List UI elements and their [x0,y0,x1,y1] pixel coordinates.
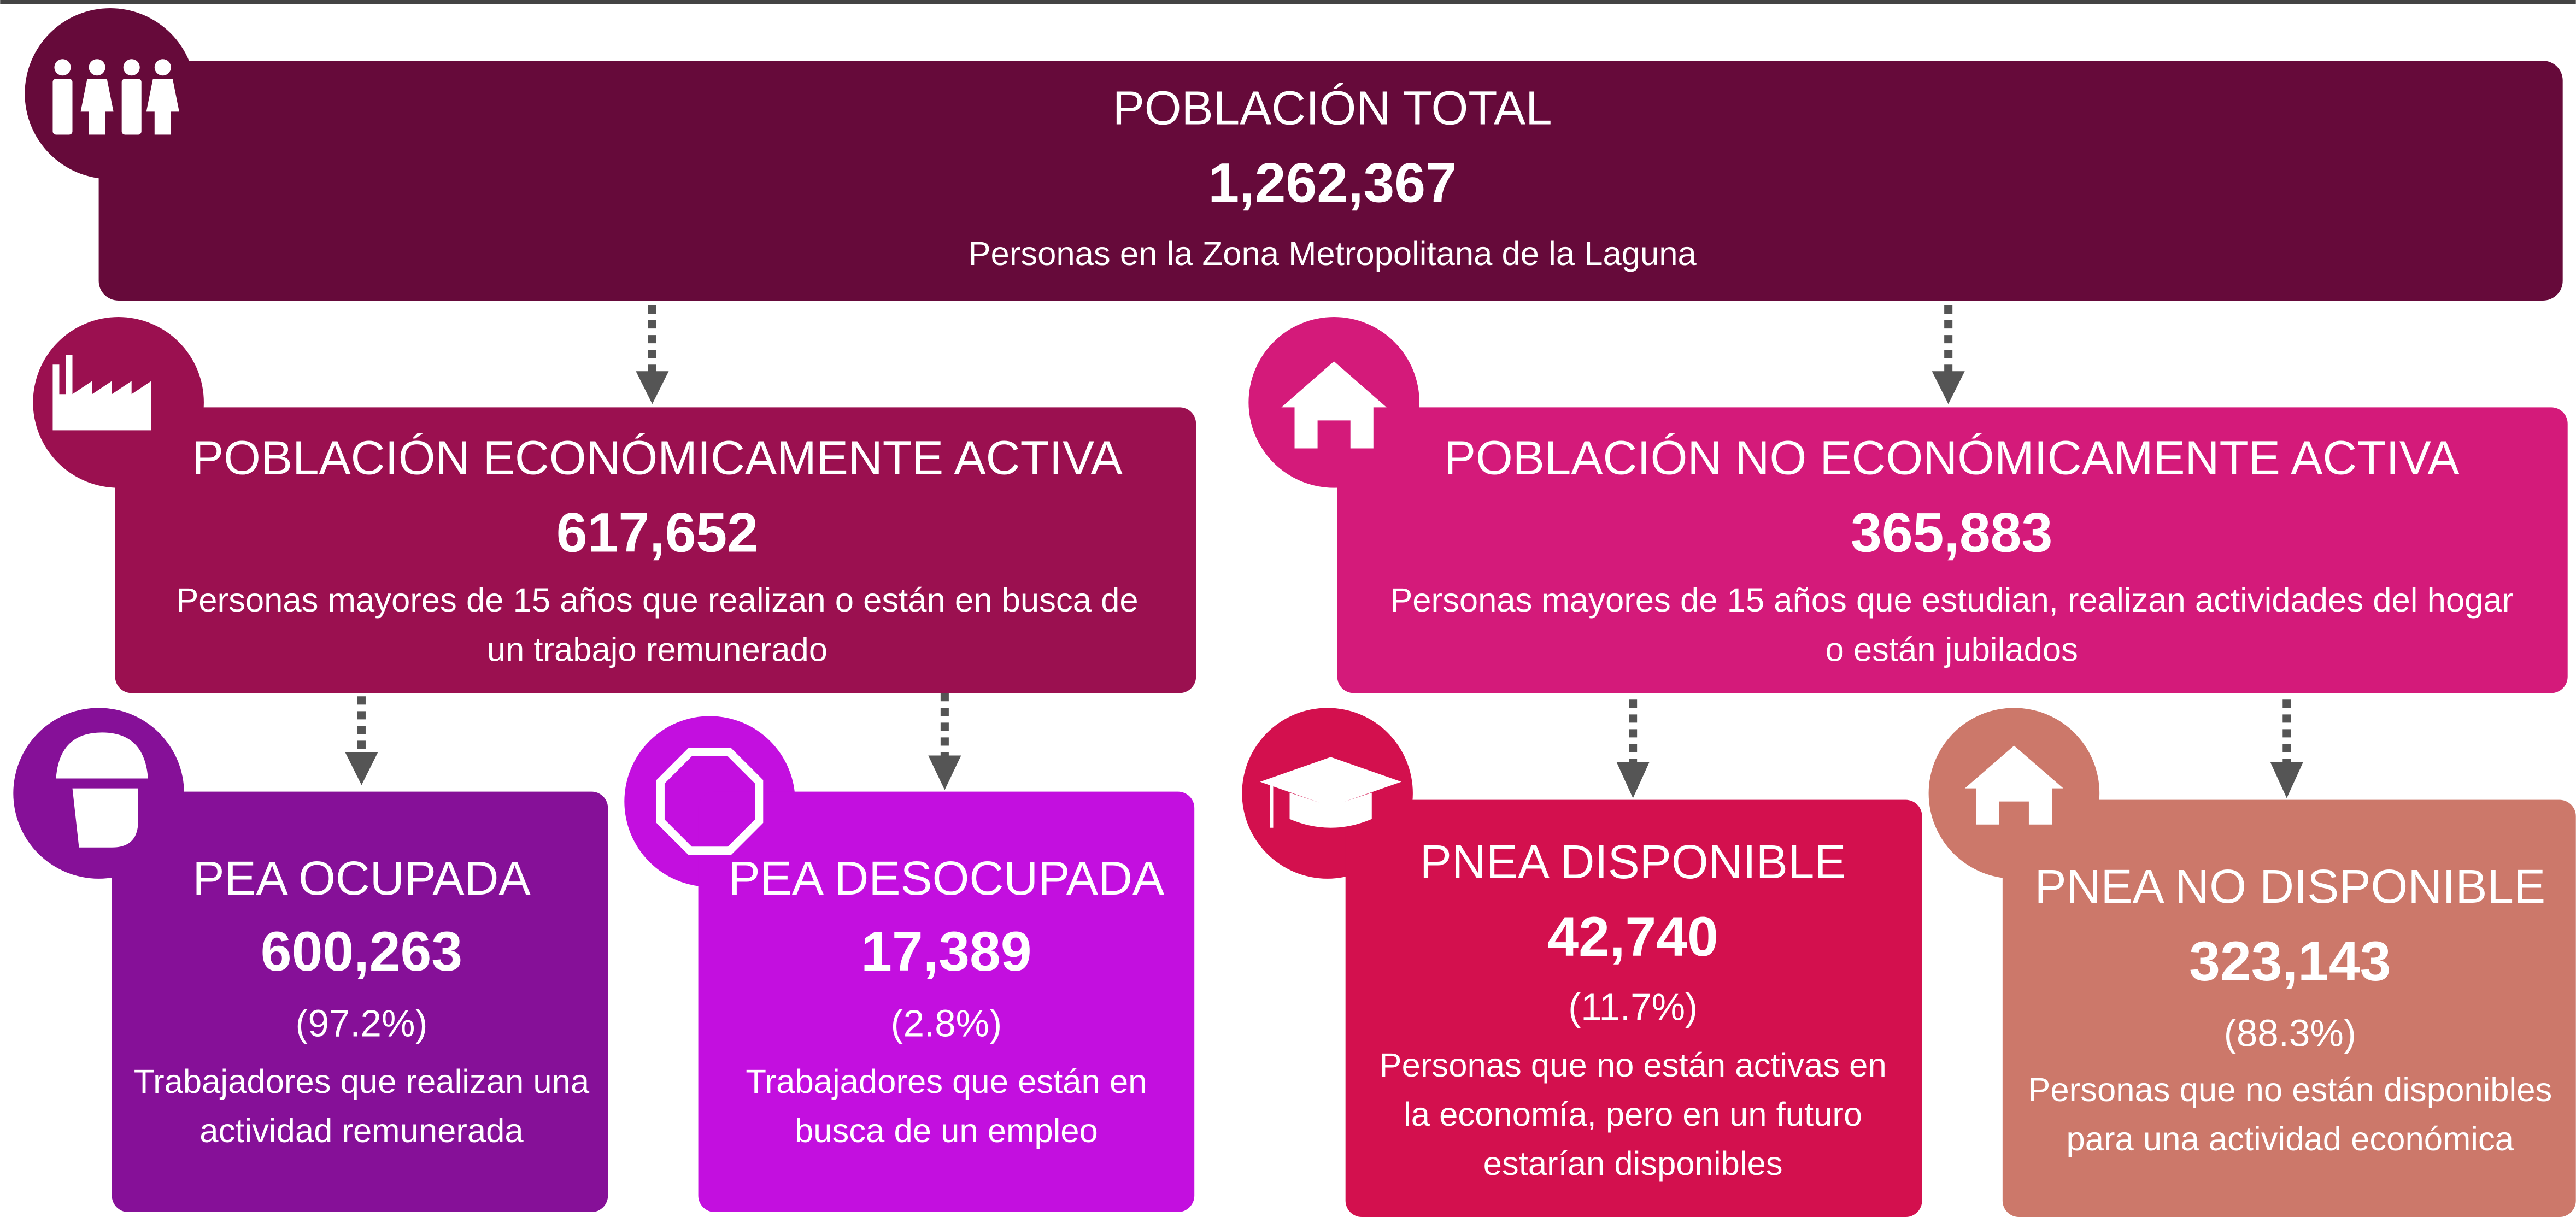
total-node: POBLACIÓN TOTAL 1,262,367 Personas en la… [25,8,2563,301]
pnea-disponible-desc: estarían disponibles [1483,1145,1783,1183]
pnea-no-disponible-node: PNEA NO DISPONIBLE 323,143 (88.3%) Perso… [1928,708,2576,1217]
pnea-disponible-desc: la economía, pero en un futuro [1404,1096,1862,1133]
pea-desocupada-title: PEA DESOCUPADA [729,852,1164,905]
top-rule [0,0,2576,4]
pnea-disponible-percent: (11.7%) [1568,986,1698,1028]
pea-node: POBLACIÓN ECONÓMICAMENTE ACTIVA 617,652 … [33,317,1196,693]
pea-title: POBLACIÓN ECONÓMICAMENTE ACTIVA [192,432,1123,485]
pnea-disponible-value: 42,740 [1547,905,1718,968]
stop-icon [656,748,764,855]
pnea-no-disponible-percent: (88.3%) [2224,1012,2356,1055]
pea-desocupada-node: PEA DESOCUPADA 17,389 (2.8%) Trabajadore… [624,716,1195,1212]
pnea-title: POBLACIÓN NO ECONÓMICAMENTE ACTIVA [1444,432,2460,485]
helmet-icon [56,732,148,848]
house-icon [1964,745,2064,825]
pnea-desc: Personas mayores de 15 años que estudian… [1390,581,2513,619]
pnea-no-disponible-desc: Personas que no están disponibles [2028,1071,2552,1109]
total-desc: Personas en la Zona Metropolitana de la … [968,235,1697,273]
arrows [345,305,2303,798]
pnea-desc: o están jubilados [1825,631,2078,668]
pnea-disponible-desc: Personas que no están activas en [1380,1046,1887,1084]
pea-ocupada-desc: actividad remunerada [199,1112,524,1150]
total-title: POBLACIÓN TOTAL [1113,81,1552,134]
pea-desocupada-value: 17,389 [861,920,1032,983]
house-icon [1281,361,1387,449]
pnea-no-disponible-desc: para una actividad económica [2067,1120,2514,1158]
cap-icon [1260,757,1401,828]
pea-ocupada-desc: Trabajadores que realizan una [134,1063,590,1101]
factory-icon [52,355,151,431]
pea-ocupada-node: PEA OCUPADA 600,263 (97.2%) Trabajadores… [13,708,608,1212]
pnea-no-disponible-value: 323,143 [2189,930,2391,992]
pea-desocupada-desc: busca de un empleo [795,1112,1098,1150]
pea-ocupada-percent: (97.2%) [295,1002,427,1045]
pea-desocupada-desc: Trabajadores que están en [746,1063,1147,1101]
pnea-disponible-title: PNEA DISPONIBLE [1420,836,1846,889]
pnea-node: POBLACIÓN NO ECONÓMICAMENTE ACTIVA 365,8… [1248,317,2568,693]
pea-desocupada-percent: (2.8%) [891,1002,1002,1045]
people-icon [52,59,179,135]
pea-desc: un trabajo remunerado [487,631,828,668]
pnea-value: 365,883 [1851,501,2052,564]
pea-desc: Personas mayores de 15 años que realizan… [176,581,1138,619]
pnea-no-disponible-title: PNEA NO DISPONIBLE [2034,860,2545,913]
pnea-disponible-node: PNEA DISPONIBLE 42,740 (11.7%) Personas … [1242,708,1922,1217]
pea-ocupada-value: 600,263 [261,920,462,983]
pea-value: 617,652 [556,501,758,564]
pea-ocupada-title: PEA OCUPADA [192,852,530,905]
total-value: 1,262,367 [1208,151,1457,214]
